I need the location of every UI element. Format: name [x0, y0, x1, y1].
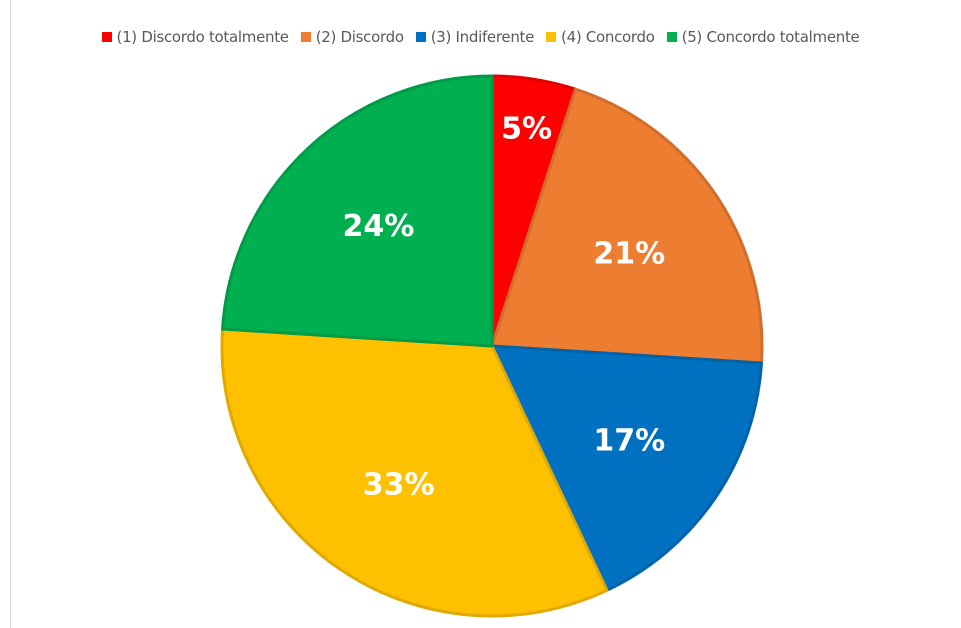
pie-slice-3 [490, 344, 763, 592]
legend-item-concordo-totalmente: (5) Concordo totalmente [666, 28, 860, 46]
legend-swatch [300, 32, 311, 42]
data-label-2: 21% [593, 237, 665, 272]
legend-swatch [546, 32, 557, 42]
legend-item-concordo: (4) Concordo [546, 28, 655, 46]
legend-swatch [666, 32, 677, 42]
data-label-3: 17% [593, 423, 665, 458]
legend-item-indiferente: (3) Indiferente [415, 28, 535, 46]
legend-label: (2) Discordo [315, 28, 404, 46]
pie-slice-2 [490, 87, 764, 365]
frame-border [10, 0, 11, 628]
legend-item-discordo-totalmente: (1) Discordo totalmente [101, 28, 290, 46]
legend-label: (4) Concordo [561, 28, 655, 46]
legend: (1) Discordo totalmente (2) Discordo (3)… [0, 28, 961, 46]
pie-slice-5 [221, 74, 494, 348]
legend-label: (5) Concordo totalmente [681, 28, 860, 46]
data-label-4: 33% [363, 467, 435, 502]
legend-swatch [415, 32, 426, 42]
legend-swatch [101, 32, 112, 42]
data-label-5: 24% [342, 209, 414, 244]
legend-label: (1) Discordo totalmente [116, 28, 290, 46]
legend-label: (3) Indiferente [430, 28, 535, 46]
data-label-1: 5% [501, 111, 552, 146]
pie-slice-4 [220, 327, 609, 618]
legend-item-discordo: (2) Discordo [300, 28, 404, 46]
